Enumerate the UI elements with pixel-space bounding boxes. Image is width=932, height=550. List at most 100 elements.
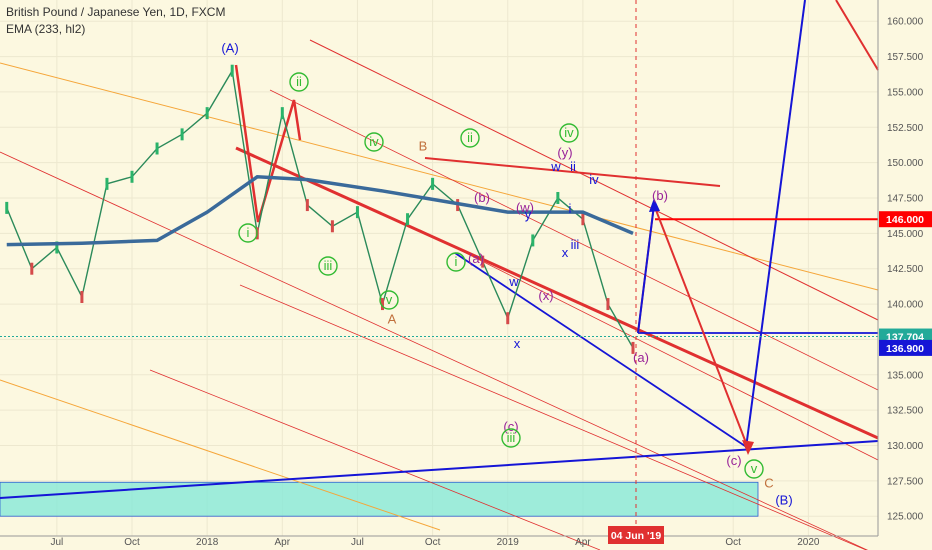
wave-label: (B): [775, 492, 792, 507]
y-tick-label: 130.000: [887, 441, 924, 452]
wave-label: iv: [564, 125, 574, 140]
wave-circle: [364, 132, 384, 152]
wave-label: i: [247, 225, 250, 240]
candle: [431, 177, 435, 190]
wave-label: (b): [652, 188, 668, 203]
y-tick-label: 125.000: [887, 512, 924, 523]
x-tick-label: Apr: [575, 537, 591, 548]
wave-label: B: [419, 138, 428, 153]
wave-label: ii: [296, 74, 302, 89]
x-tick-label: 2020: [797, 537, 820, 548]
wave-label: (c): [726, 453, 741, 468]
wave-label: (w): [516, 200, 534, 215]
y-tick-label: 127.500: [887, 476, 924, 487]
wave-label: v: [751, 461, 758, 476]
x-tick-label: Jul: [351, 537, 364, 548]
candle: [556, 191, 560, 204]
wave-circle: [379, 290, 399, 310]
candle: [5, 201, 9, 214]
x-tick-label: 2018: [196, 537, 219, 548]
candle: [155, 142, 159, 155]
y-tick-label: 160.000: [887, 17, 924, 28]
chart-title: British Pound / Japanese Yen, 1D, FXCM: [6, 5, 226, 19]
y-tick-label: 152.500: [887, 123, 924, 134]
cursor-date-label: 04 Jun '19: [611, 530, 662, 542]
price-line: [6, 68, 634, 349]
candle: [606, 298, 610, 311]
x-tick-label: Jul: [50, 537, 63, 548]
channel-line: [835, 0, 879, 71]
candle: [180, 128, 184, 141]
y-tick-label: 155.000: [887, 87, 924, 98]
wave-label: (b): [474, 190, 490, 205]
y-tick-label: 147.500: [887, 193, 924, 204]
y-tick-label: 145.000: [887, 229, 924, 240]
y-tick-label: 135.000: [887, 370, 924, 381]
candle: [355, 206, 359, 219]
candle: [280, 107, 284, 120]
candle: [55, 241, 59, 254]
wave-label: iii: [507, 430, 516, 445]
candle: [506, 312, 510, 325]
candle: [406, 213, 410, 226]
wave-zigzag: [234, 64, 302, 223]
wave-label: x: [514, 336, 521, 351]
candle: [481, 255, 485, 268]
wave-circle: [744, 459, 764, 479]
wave-circle: [318, 256, 338, 276]
x-tick-label: Oct: [124, 537, 140, 548]
y-tick-label: 140.000: [887, 300, 924, 311]
wave-label: v: [386, 292, 393, 307]
date-label-box: [608, 526, 664, 544]
wave-label: (a): [633, 350, 649, 365]
x-tick-label: Oct: [425, 537, 441, 548]
channel-line: [149, 369, 601, 550]
arrow-head: [742, 440, 754, 455]
price-label-box: [879, 211, 932, 228]
wave-circle: [501, 428, 521, 448]
y-tick-label: 142.500: [887, 264, 924, 275]
candle: [381, 298, 384, 311]
wave-label: iv: [589, 172, 599, 187]
wave-circle: [289, 72, 309, 92]
wave-label: A: [388, 311, 397, 326]
candle: [30, 262, 34, 275]
candle: [130, 170, 134, 183]
wave-label: ii: [570, 159, 576, 174]
wave-label: iv: [369, 134, 379, 149]
candle: [305, 199, 309, 212]
candle: [80, 290, 84, 303]
candle: [205, 107, 209, 120]
main-trendline: [235, 146, 879, 440]
indicator-label: EMA (233, hl2): [6, 22, 86, 36]
orange-trend-upper: [0, 62, 879, 291]
ema-line: [6, 174, 634, 247]
price-label: 136.900: [886, 343, 924, 355]
wave-label: iii: [571, 237, 580, 252]
candle: [631, 341, 635, 354]
blue-base-line: [0, 440, 879, 499]
channel-line: [419, 229, 879, 461]
blue-arrow: [637, 204, 655, 334]
channel-line: [239, 284, 868, 550]
triangle-upper: [424, 157, 721, 187]
y-tick-label: 132.500: [887, 406, 924, 417]
wave-circle: [559, 123, 579, 143]
wave-label: (a): [468, 251, 484, 266]
wave-circle: [238, 223, 258, 243]
trend-lines: [0, 0, 879, 550]
wave-label: w: [550, 159, 561, 174]
wave-label: i: [455, 254, 458, 269]
wave-label: (y): [557, 145, 572, 160]
x-tick-label: Apr: [275, 537, 291, 548]
channel-line: [0, 151, 869, 550]
wave-circle: [460, 128, 480, 148]
y-tick-label: 157.500: [887, 52, 924, 63]
grid: [0, 0, 878, 536]
blue-projection: [745, 0, 806, 449]
wave-label: w: [508, 274, 519, 289]
